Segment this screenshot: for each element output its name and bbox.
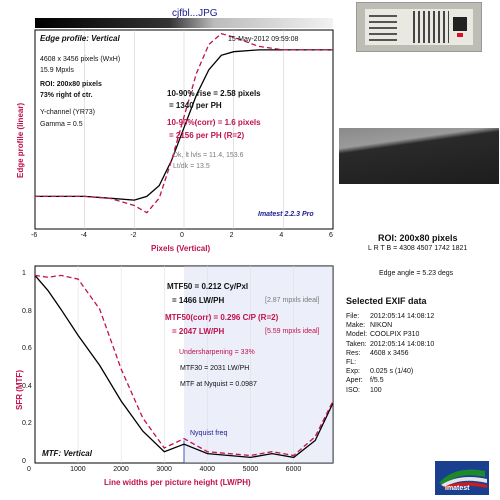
mtf-x-tick: 0 bbox=[27, 466, 31, 473]
edge-x-tick: -6 bbox=[31, 232, 38, 239]
exif-value: 2012:05:14 14:08:10 bbox=[370, 340, 435, 348]
exif-key: Res: bbox=[346, 349, 361, 357]
edge-x-tick: -2 bbox=[130, 232, 137, 239]
edge-x-tick: 0 bbox=[180, 232, 184, 239]
edge-plot-title: Edge profile: Vertical bbox=[40, 34, 120, 43]
mtf-nyquist-text: MTF at Nyquist = 0.0987 bbox=[180, 381, 257, 388]
mtf-plot-title: MTF: Vertical bbox=[42, 449, 92, 458]
edge-x-tick: 6 bbox=[329, 232, 333, 239]
imatest-logo: Imatest bbox=[435, 461, 489, 495]
roi-crop-image bbox=[339, 128, 499, 184]
rise-line1: 10-90% rise = 2.58 pixels bbox=[167, 89, 261, 98]
exif-value: 100 bbox=[370, 386, 382, 394]
edge-gradient-strip bbox=[35, 18, 333, 28]
mtf30-text: MTF30 = 2031 LW/PH bbox=[180, 365, 250, 372]
mtf50-corr-line1: MTF50(corr) = 0.296 C/P (R=2) bbox=[165, 313, 279, 322]
undersharpening-text: Undersharpening = 33% bbox=[179, 349, 255, 356]
mtf-corrected-line bbox=[34, 274, 334, 457]
mtf-x-tick: 1000 bbox=[70, 466, 86, 473]
megapixels-text: 15.9 Mpxls bbox=[40, 67, 74, 74]
mtf-xlabel: Line widths per picture height (LW/PH) bbox=[104, 478, 251, 487]
exif-key: Model: bbox=[346, 331, 368, 339]
corr-line2: = 2156 per PH (R=2) bbox=[169, 131, 245, 140]
gamma-text: Gamma = 0.5 bbox=[40, 121, 83, 128]
mtf-ylabel: SFR (MTF) bbox=[15, 370, 24, 410]
edge-measured-line bbox=[35, 49, 333, 201]
mtf-measured-line bbox=[34, 274, 334, 459]
edge-x-tick: -4 bbox=[80, 232, 87, 239]
exif-key: File: bbox=[346, 313, 360, 320]
mtf50-ideal: [2.87 mpxls ideal] bbox=[265, 297, 320, 304]
edge-angle: Edge angle = 5.23 degs bbox=[379, 270, 454, 277]
exif-value: COOLPIX P310 bbox=[370, 331, 420, 339]
mtf50-line1: MTF50 = 0.212 Cy/Pxl bbox=[167, 282, 249, 291]
imatest-version: Imatest 2.2.3 Pro bbox=[258, 211, 314, 218]
dk-line2: Lt/dk = 13.5 bbox=[173, 163, 210, 170]
exif-value: f/5.5 bbox=[370, 377, 384, 385]
roi-position-text: 73% right of ctr. bbox=[40, 92, 93, 99]
exif-key: FL: bbox=[346, 359, 357, 366]
mtf-y-tick: 0.4 bbox=[22, 382, 32, 390]
mtf-x-tick: 4000 bbox=[199, 466, 216, 473]
exif-value: 2012:05:14 14:08:12 bbox=[370, 313, 435, 320]
mtf50-line2: = 1466 LW/PH bbox=[172, 296, 225, 305]
file-title: cjfbl...JPG bbox=[172, 8, 218, 19]
nyquist-freq-label: Nyquist freq bbox=[190, 430, 228, 437]
dk-line1: Dk, lt lvls = 11.4, 153.6 bbox=[173, 152, 244, 159]
exif-value: 4608 x 3456 bbox=[370, 349, 409, 357]
mtf-y-tick: 1 bbox=[22, 270, 26, 278]
lrtb-label: L R T B = 4308 4507 1742 1821 bbox=[368, 245, 468, 252]
exif-key: Exp: bbox=[346, 368, 361, 376]
exif-value: NIKON bbox=[370, 322, 393, 330]
rise-line2: = 1340 per PH bbox=[169, 101, 222, 110]
exif-header: Selected EXIF data bbox=[346, 296, 427, 306]
mtf-y-tick: 0 bbox=[22, 458, 26, 465]
mtf50-corr-ideal: [5.59 mpxls ideal] bbox=[265, 328, 320, 335]
channel-text: Y-channel (YR73) bbox=[40, 109, 95, 116]
edge-plot-date: 15-May-2012 09:59:08 bbox=[228, 36, 299, 43]
mtf-x-tick: 5000 bbox=[242, 466, 259, 473]
chart-thumbnail bbox=[356, 2, 482, 52]
mtf-x-tick: 3000 bbox=[156, 466, 172, 473]
mtf-x-tick: 6000 bbox=[285, 466, 302, 473]
mtf-y-tick: 0.2 bbox=[22, 420, 32, 428]
edge-corrected-line bbox=[35, 32, 333, 214]
logo-text: Imatest bbox=[445, 485, 470, 492]
image-size-text: 4608 x 3456 pixels (WxH) bbox=[40, 56, 121, 63]
edge-x-tick: 4 bbox=[279, 232, 284, 239]
roi-label: ROI: 200x80 pixels bbox=[378, 233, 458, 243]
mtf-y-tick: 0.8 bbox=[22, 307, 32, 315]
exif-key: ISO: bbox=[346, 386, 361, 394]
exif-key: Make: bbox=[346, 322, 366, 330]
mtf-x-tick: 2000 bbox=[113, 466, 129, 473]
edge-plot-xlabel: Pixels (Vertical) bbox=[151, 244, 211, 253]
exif-value: 0.025 s (1/40) bbox=[370, 368, 414, 376]
mtf50-corr-line2: = 2047 LW/PH bbox=[172, 327, 225, 336]
mtf-y-tick: 0.6 bbox=[22, 345, 32, 353]
nyquist-region bbox=[184, 266, 333, 463]
roi-size-text: ROI: 200x80 pixels bbox=[40, 81, 102, 88]
corr-line1: 10-90%(corr) = 1.6 pixels bbox=[167, 118, 261, 127]
edge-x-tick: 2 bbox=[229, 232, 234, 239]
exif-key: Taken: bbox=[346, 340, 367, 348]
exif-key: Aper: bbox=[346, 377, 363, 385]
